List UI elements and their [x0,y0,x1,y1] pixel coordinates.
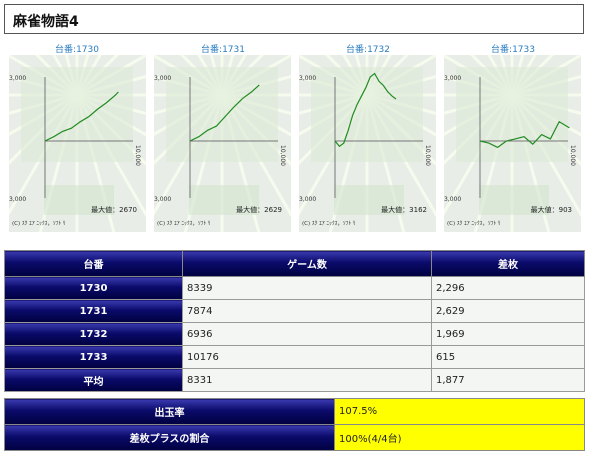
y-tick-bottom: 3,000 [9,196,26,203]
y-tick-bottom: 3,000 [299,196,316,203]
slump-graph-svg: 3,000 3,000 10,000 最大値：3162 (C) ｽｸ ｴｱ ﾆｯｸｽ，ｿ… [299,55,436,232]
x-tick-end: 10,000 [134,145,141,166]
row-unit[interactable]: 1733 [4,345,183,369]
header-games: ゲーム数 [182,250,432,277]
unit-label-1730[interactable]: 台番:1730 [55,45,99,55]
copyright-text: (C) ｽｸ ｴｱ ﾆｯｸｽ，ｿﾌﾄ ﾘ [12,220,66,227]
y-tick-top: 3,000 [154,75,171,82]
background-board [334,185,404,215]
slump-line [334,72,397,148]
row-games: 6936 [182,322,432,346]
row-unit[interactable]: 1732 [4,322,183,346]
plus-ratio-value: 100%(4/4台) [334,424,585,451]
table-row: 1730 8339 2,296 [4,276,585,300]
summary-row-plus-ratio: 差枚プラスの割合 100%(4/4台) [4,424,585,451]
slump-graph-1731[interactable]: 3,000 3,000 10,000 最大値：2629 (C) ｽｸ ｴｱ ﾆｯｸｽ，ｿ… [154,55,291,232]
max-value-label: 最大値：2670 [91,205,137,214]
x-tick-end: 10,000 [279,145,286,166]
page-title: 麻雀物語4 [13,14,79,30]
table-row: 1731 7874 2,629 [4,299,585,323]
row-games: 10176 [182,345,432,369]
y-tick-bottom: 3,000 [444,196,461,203]
unit-label-1732[interactable]: 台番:1732 [346,45,390,55]
max-value-label: 最大値：903 [531,205,572,214]
row-diff: 2,296 [431,276,585,300]
summary-row-payout: 出玉率 107.5% [4,398,585,425]
y-tick-top: 3,000 [9,75,26,82]
background-board [479,185,549,215]
payout-rate-label: 出玉率 [4,398,335,425]
table-header-row: 台番 ゲーム数 差枚 [4,250,585,277]
row-games: 8331 [182,368,432,392]
slump-graph-1732[interactable]: 3,000 3,000 10,000 最大値：3162 (C) ｽｸ ｴｱ ﾆｯｸｽ，ｿ… [299,55,436,232]
row-diff: 2,629 [431,299,585,323]
row-diff: 615 [431,345,585,369]
background-board [456,67,568,162]
header-diff: 差枚 [431,250,585,277]
slump-graph-svg: 3,000 3,000 10,000 最大値：2629 (C) ｽｸ ｴｱ ﾆｯｸｽ，ｿ… [154,55,291,232]
x-tick-end: 10,000 [569,145,576,166]
y-tick-top: 3,000 [444,75,461,82]
page-title-box: 麻雀物語4 [4,4,584,34]
x-tick-end: 10,000 [424,145,431,166]
summary-table: 出玉率 107.5% 差枚プラスの割合 100%(4/4台) [4,398,585,451]
unit-label-1731[interactable]: 台番:1731 [201,45,245,55]
payout-rate-value: 107.5% [334,398,585,425]
max-value-label: 最大値：2629 [236,205,282,214]
row-games: 7874 [182,299,432,323]
copyright-text: (C) ｽｸ ｴｱ ﾆｯｸｽ，ｿﾌﾄ ﾘ [157,220,211,227]
slump-graph-1733[interactable]: 3,000 3,000 10,000 最大値：903 (C) ｽｸ ｴｱ ﾆｯｸｽ，ｿﾌ… [444,55,581,232]
table-row: 1732 6936 1,969 [4,322,585,346]
row-diff: 1,969 [431,322,585,346]
y-tick-top: 3,000 [299,75,316,82]
background-board [44,185,114,215]
row-unit[interactable]: 1730 [4,276,183,300]
background-board [166,67,278,162]
slump-graph-svg: 3,000 3,000 10,000 最大値：903 (C) ｽｸ ｴｱ ﾆｯｸｽ，ｿﾌ… [444,55,581,232]
row-diff: 1,877 [431,368,585,392]
row-games: 8339 [182,276,432,300]
slump-line [189,84,260,142]
slump-line [479,120,570,149]
max-value-label: 最大値：3162 [381,205,427,214]
table-row: 1733 10176 615 [4,345,585,369]
row-unit[interactable]: 1731 [4,299,183,323]
background-board [311,67,423,162]
slump-graph-1730[interactable]: 3,000 3,000 10,000 最大値：2670 (C) ｽｸ ｴｱ ﾆｯｸｽ，ｿ… [9,55,146,232]
background-board [21,67,133,162]
unit-label-1733[interactable]: 台番:1733 [491,45,535,55]
copyright-text: (C) ｽｸ ｴｱ ﾆｯｸｽ，ｿﾌﾄ ﾘ [302,220,356,227]
background-board [189,185,259,215]
table-row-average: 平均 8331 1,877 [4,368,585,392]
unit-stats-table: 台番 ゲーム数 差枚 1730 8339 2,296 1731 7874 2,6… [4,250,585,392]
y-tick-bottom: 3,000 [154,196,171,203]
row-unit-average: 平均 [4,368,183,392]
copyright-text: (C) ｽｸ ｴｱ ﾆｯｸｽ，ｿﾌﾄ ﾘ [447,220,501,227]
slump-line [44,91,119,142]
slump-graph-svg: 3,000 3,000 10,000 最大値：2670 (C) ｽｸ ｴｱ ﾆｯｸｽ，ｿ… [9,55,146,232]
header-unit: 台番 [4,250,183,277]
plus-ratio-label: 差枚プラスの割合 [4,424,335,451]
